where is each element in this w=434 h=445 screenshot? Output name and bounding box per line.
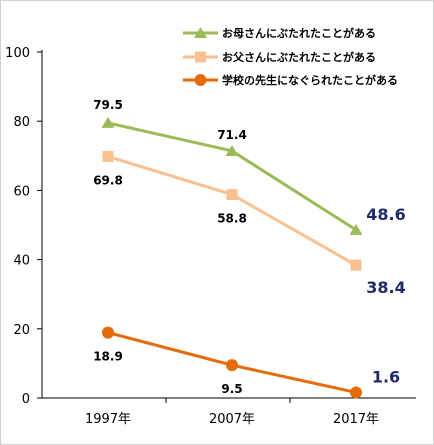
series-3-marker xyxy=(102,326,114,339)
data-label: 48.6 xyxy=(366,205,405,224)
data-label: 69.8 xyxy=(93,173,123,187)
series-2-marker xyxy=(102,150,114,162)
series-3-marker xyxy=(350,386,362,399)
x-tick-label: 2007年 xyxy=(209,412,255,427)
data-label: 38.4 xyxy=(366,278,405,297)
legend-label: 学校の先生になぐられたことがある xyxy=(222,73,398,87)
axes xyxy=(41,50,416,399)
series-2-marker xyxy=(350,259,362,271)
y-tick-label: 40 xyxy=(13,254,30,269)
series-1-marker xyxy=(349,223,363,235)
data-label: 1.6 xyxy=(372,367,400,386)
y-tick-label: 60 xyxy=(13,184,30,199)
data-label: 79.5 xyxy=(93,98,123,112)
legend-label: お母さんにぶたれたことがある xyxy=(222,26,376,40)
data-label: 9.5 xyxy=(221,382,242,396)
y-axis-ticks: 0 20 40 60 80 100 xyxy=(5,46,42,407)
data-labels: 79.5 71.4 48.6 69.8 58.8 38.4 18.9 9.5 1.6 xyxy=(93,98,406,396)
series-markers xyxy=(101,116,363,399)
y-tick-label: 0 xyxy=(22,392,30,407)
legend: お母さんにぶたれたことがあるお父さんにぶたれたことがある学校の先生になぐられたこ… xyxy=(183,26,398,87)
x-tick-label: 1997年 xyxy=(85,412,131,427)
legend-marker-1 xyxy=(194,27,207,38)
y-tick-label: 100 xyxy=(5,46,30,61)
x-axis-ticks: 1997年 2007年 2017年 xyxy=(85,398,379,427)
series-3-marker xyxy=(226,359,238,372)
series-1-marker xyxy=(225,144,239,156)
series-2-marker xyxy=(226,189,238,201)
data-label: 18.9 xyxy=(93,350,123,364)
legend-label: お父さんにぶたれたことがある xyxy=(222,50,376,64)
x-tick-label: 2017年 xyxy=(333,412,379,427)
legend-marker-2 xyxy=(195,51,206,63)
data-label: 71.4 xyxy=(217,128,247,142)
legend-marker-3 xyxy=(194,74,207,86)
series-1-marker xyxy=(101,116,115,128)
y-tick-label: 20 xyxy=(13,323,30,338)
y-tick-label: 80 xyxy=(13,115,30,130)
data-label: 58.8 xyxy=(217,212,247,226)
